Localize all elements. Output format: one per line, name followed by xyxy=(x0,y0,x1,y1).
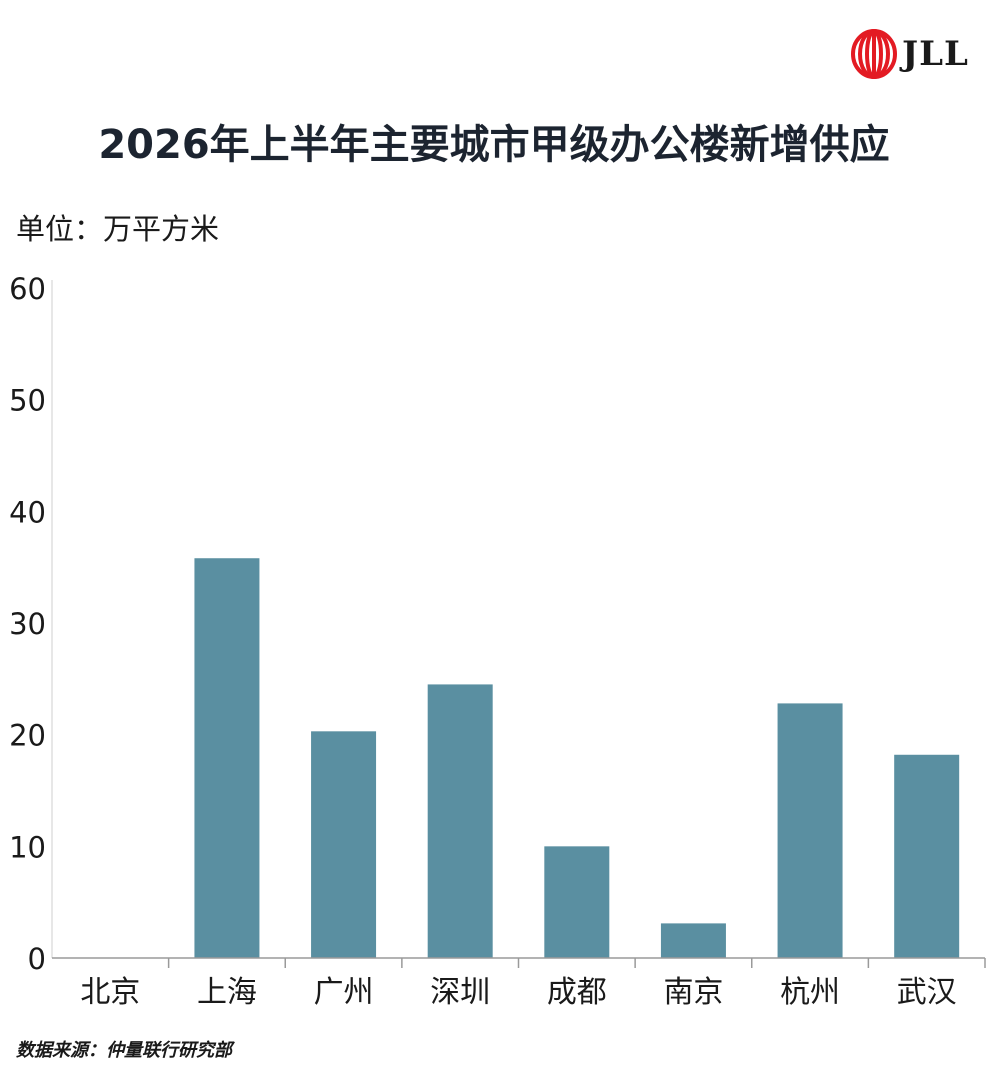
bar xyxy=(894,754,960,958)
x-category-label: 深圳 xyxy=(430,975,490,1010)
x-category-label: 南京 xyxy=(663,975,723,1010)
y-tick-label: 10 xyxy=(9,830,46,864)
x-category-label: 杭州 xyxy=(780,975,840,1010)
x-category-label: 广州 xyxy=(314,975,374,1010)
y-tick-label: 0 xyxy=(28,942,46,976)
bar xyxy=(660,923,726,958)
x-category-label: 上海 xyxy=(197,975,257,1010)
source-note: 数据来源：仲量联行研究部 xyxy=(16,1040,232,1061)
bar xyxy=(311,731,377,958)
bar xyxy=(194,558,260,958)
x-category-label: 北京 xyxy=(80,975,140,1010)
y-tick-label: 30 xyxy=(9,607,46,641)
jll-logo-mark xyxy=(851,29,897,79)
bar xyxy=(777,703,843,958)
x-category-label: 成都 xyxy=(547,975,607,1010)
bar xyxy=(427,684,493,958)
y-tick-label: 20 xyxy=(9,719,46,753)
bar-chart: 0 10 20 30 40 50 60 北京 上海 广州 深圳 成都 南京 杭州 武汉 xyxy=(9,272,986,1010)
y-tick-label: 40 xyxy=(9,495,46,529)
unit-label: 单位：万平方米 xyxy=(16,212,220,246)
chart-title: 2026年上半年主要城市甲级办公楼新增供应 xyxy=(98,122,890,168)
y-tick-label: 50 xyxy=(9,384,46,418)
y-tick-label: 60 xyxy=(9,272,46,306)
jll-logo: JLL xyxy=(850,28,970,80)
x-category-label: 武汉 xyxy=(897,975,957,1010)
logo-text: JLL xyxy=(902,34,969,74)
bar xyxy=(544,846,610,958)
